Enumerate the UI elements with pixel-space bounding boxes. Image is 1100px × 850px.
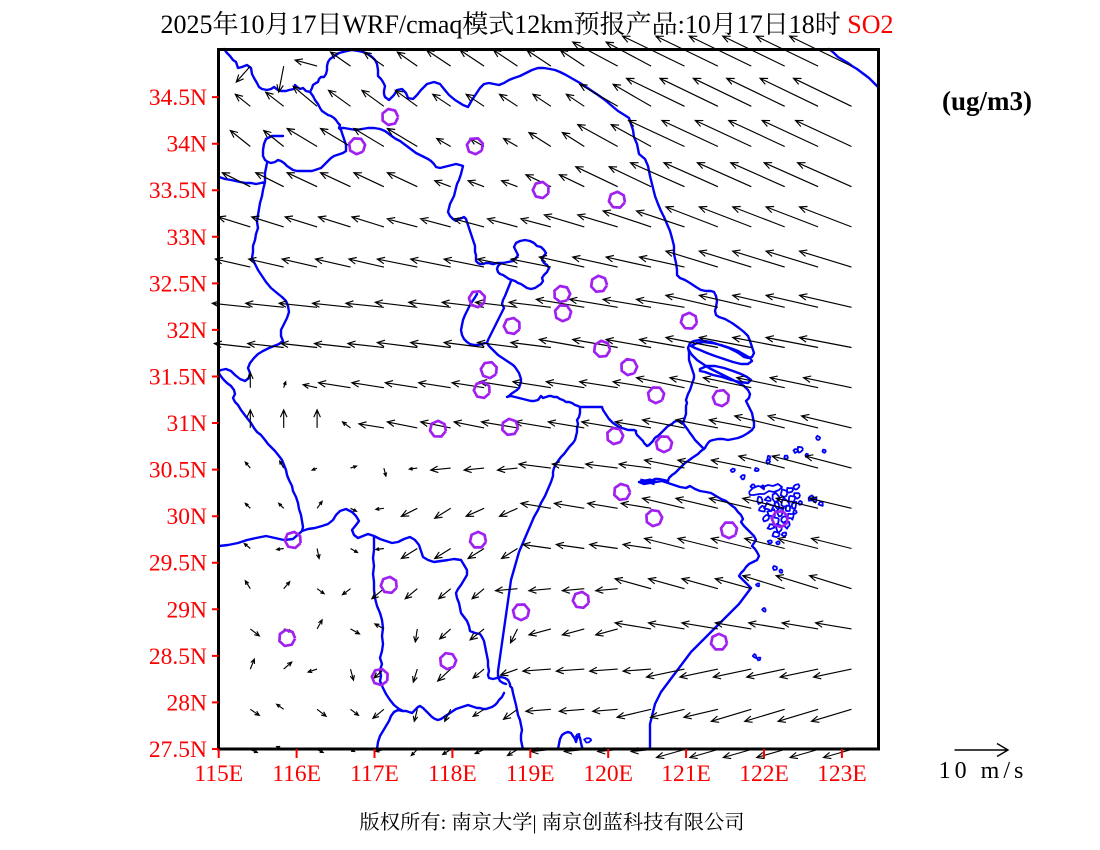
svg-text:(ug/m3): (ug/m3) bbox=[942, 86, 1032, 116]
svg-text:30.5N: 30.5N bbox=[149, 458, 207, 484]
svg-text:116E: 116E bbox=[272, 761, 321, 787]
svg-text:33.5N: 33.5N bbox=[149, 178, 207, 204]
svg-text:10 m/s: 10 m/s bbox=[939, 758, 1028, 784]
svg-text::: : bbox=[441, 812, 447, 834]
svg-text:31N: 31N bbox=[167, 411, 208, 437]
svg-text:18: 18 bbox=[789, 10, 815, 39]
svg-text:28N: 28N bbox=[167, 690, 208, 716]
svg-text:119E: 119E bbox=[506, 761, 555, 787]
svg-text:SO2: SO2 bbox=[847, 10, 893, 39]
svg-text:117E: 117E bbox=[350, 761, 399, 787]
svg-text:27.5N: 27.5N bbox=[149, 737, 207, 763]
svg-text:122E: 122E bbox=[739, 761, 789, 787]
svg-text:17: 17 bbox=[737, 10, 763, 39]
svg-text:2025: 2025 bbox=[161, 10, 213, 39]
svg-text:32.5N: 32.5N bbox=[149, 271, 207, 297]
svg-text:120E: 120E bbox=[583, 761, 633, 787]
svg-text:WRF/cmaq: WRF/cmaq bbox=[343, 10, 463, 39]
svg-text:31.5N: 31.5N bbox=[149, 365, 207, 391]
svg-text:29.5N: 29.5N bbox=[149, 551, 207, 577]
svg-text:123E: 123E bbox=[817, 761, 867, 787]
svg-text:34N: 34N bbox=[167, 132, 208, 158]
svg-text:12km: 12km bbox=[514, 10, 573, 39]
svg-text:30N: 30N bbox=[167, 504, 208, 530]
svg-text:115E: 115E bbox=[194, 761, 243, 787]
svg-text:|: | bbox=[533, 812, 537, 834]
svg-text:121E: 121E bbox=[661, 761, 711, 787]
svg-text:33N: 33N bbox=[167, 225, 208, 251]
svg-text:29N: 29N bbox=[167, 597, 208, 623]
svg-text:118E: 118E bbox=[428, 761, 477, 787]
svg-text:28.5N: 28.5N bbox=[149, 644, 207, 670]
svg-text:10: 10 bbox=[239, 10, 265, 39]
svg-text::10: :10 bbox=[678, 10, 711, 39]
svg-text:32N: 32N bbox=[167, 318, 208, 344]
svg-text:17: 17 bbox=[291, 10, 317, 39]
svg-text:34.5N: 34.5N bbox=[149, 85, 207, 111]
